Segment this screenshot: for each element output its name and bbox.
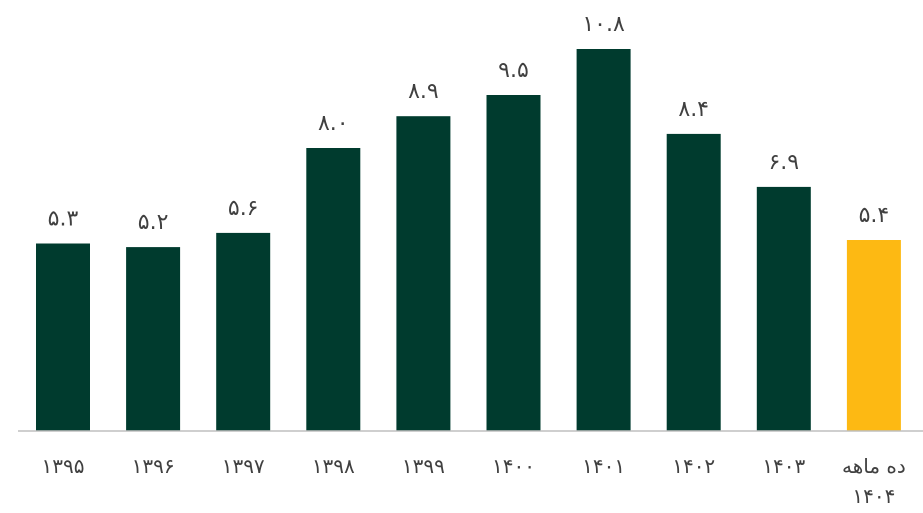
data-label-6: ۱۰.۸ bbox=[582, 12, 625, 37]
x-tick-label-9: ده ماهه ۱۴۰۴ bbox=[842, 454, 906, 508]
bar-3 bbox=[306, 148, 361, 431]
data-label-8: ۶.۹ bbox=[768, 150, 799, 175]
data-label-4: ۸.۹ bbox=[408, 79, 439, 104]
bar-4 bbox=[396, 116, 451, 431]
data-label-7: ۸.۴ bbox=[678, 97, 709, 122]
data-label-5: ۹.۵ bbox=[498, 58, 529, 83]
bar-5 bbox=[486, 95, 541, 431]
x-tick-label-6: ۱۴۰۱ bbox=[582, 454, 625, 478]
bar-2 bbox=[216, 232, 271, 431]
x-tick-label-5: ۱۴۰۰ bbox=[492, 454, 535, 478]
data-label-2: ۵.۶ bbox=[228, 196, 259, 221]
data-label-3: ۸.۰ bbox=[318, 111, 349, 136]
x-tick-labels-group: ۱۳۹۵ ۱۳۹۶ ۱۳۹۷ ۱۳۹۸ ۱۳۹۹ ۱۴۰۰ ۱۴۰۱ ۱۴۰۲ ۱۴۰۳ ده م… bbox=[42, 454, 906, 508]
data-label-9: ۵.۴ bbox=[859, 203, 890, 228]
bar-7 bbox=[666, 133, 721, 431]
x-tick-label-3: ۱۳۹۸ bbox=[312, 454, 355, 478]
x-tick-label-8: ۱۴۰۳ bbox=[762, 454, 805, 478]
bar-1 bbox=[126, 247, 181, 431]
x-tick-label-2: ۱۳۹۷ bbox=[222, 454, 265, 478]
x-tick-label-4: ۱۳۹۹ bbox=[402, 454, 445, 478]
data-labels-group: ۵.۳ ۵.۲ ۵.۶ ۸.۰ ۸.۹ ۹.۵ ۱۰.۸ ۸.۴ ۶.۹ ۵.۴ bbox=[48, 12, 890, 235]
bar-0 bbox=[36, 243, 90, 431]
bars-group bbox=[36, 49, 901, 431]
bar-9 bbox=[846, 240, 901, 431]
data-label-1: ۵.۲ bbox=[138, 210, 169, 235]
x-tick-label-7: ۱۴۰۲ bbox=[672, 454, 715, 478]
x-tick-label-1: ۱۳۹۶ bbox=[132, 454, 175, 478]
data-label-0: ۵.۳ bbox=[48, 207, 79, 232]
bar-8 bbox=[756, 186, 811, 431]
bar-6 bbox=[576, 49, 631, 431]
x-tick-label-0: ۱۳۹۵ bbox=[42, 454, 85, 478]
